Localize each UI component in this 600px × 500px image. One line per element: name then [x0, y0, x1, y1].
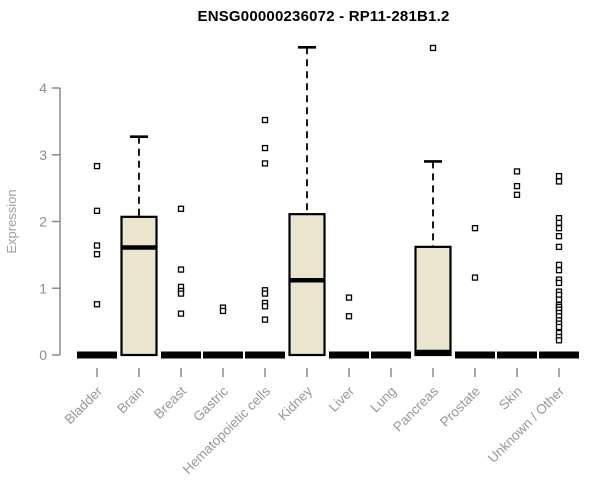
- outlier-point-unknown-other-13: [555, 296, 563, 303]
- x-axis-tick-label-pancreas: Pancreas: [390, 383, 441, 434]
- outlier-point-unknown-other-8: [555, 267, 563, 274]
- outlier-point-bladder-0: [93, 162, 101, 170]
- zero-bar-liver: [329, 351, 369, 359]
- y-axis-tick-label: 3: [39, 147, 47, 163]
- outlier-point-hematopoietic-cells-6: [261, 303, 269, 310]
- outlier-point-hematopoietic-cells-7: [261, 316, 269, 323]
- y-axis-tick-label: 0: [39, 347, 47, 363]
- zero-bar-lung: [371, 351, 411, 359]
- outlier-point-unknown-other-1: [555, 178, 563, 185]
- box-brain: [120, 215, 158, 357]
- outlier-point-hematopoietic-cells-2: [261, 160, 269, 167]
- x-axis-tick-label-kidney: Kidney: [275, 383, 315, 423]
- x-axis-tick-label-breast: Breast: [151, 383, 189, 421]
- outlier-point-gastric-1: [219, 307, 227, 315]
- y-axis-tick-label: 1: [39, 280, 47, 296]
- outlier-point-unknown-other-21: [555, 323, 563, 331]
- x-axis-tick-label-gastric: Gastric: [190, 383, 231, 424]
- outlier-point-unknown-other-0: [555, 172, 563, 180]
- box-kidney: [288, 213, 326, 357]
- zero-bar-breast: [161, 351, 201, 359]
- zero-bar-skin: [497, 351, 537, 359]
- outlier-point-breast-0: [177, 205, 185, 212]
- outlier-point-breast-1: [177, 266, 185, 273]
- outlier-point-hematopoietic-cells-1: [261, 144, 269, 152]
- zero-bar-unknown-other: [539, 351, 579, 359]
- chart-title: ENSG00000236072 - RP11-281B1.2: [197, 8, 450, 25]
- outlier-point-liver-1: [345, 313, 353, 320]
- outlier-point-unknown-other-24: [555, 337, 563, 344]
- x-axis-tick-label-lung: Lung: [367, 384, 399, 416]
- x-axis-tick-label-liver: Liver: [326, 383, 358, 415]
- outlier-point-breast-5: [177, 310, 185, 317]
- outlier-point-unknown-other-3: [555, 219, 563, 226]
- outlier-point-hematopoietic-cells-4: [261, 290, 269, 297]
- zero-bar-bladder: [77, 351, 117, 359]
- y-axis-tick-label: 2: [39, 214, 47, 230]
- zero-bar-gastric: [203, 351, 243, 359]
- outlier-point-bladder-1: [93, 207, 101, 214]
- outlier-point-liver-0: [345, 294, 353, 301]
- y-axis-label: Expression: [4, 189, 19, 253]
- outlier-point-skin-0: [513, 168, 521, 175]
- outlier-point-bladder-2: [93, 242, 101, 249]
- x-axis-tick-label-brain: Brain: [114, 384, 147, 417]
- outlier-point-bladder-4: [93, 301, 101, 308]
- outlier-point-skin-2: [513, 191, 521, 198]
- outlier-point-unknown-other-10: [555, 279, 563, 287]
- x-axis-tick-label-prostate: Prostate: [437, 384, 483, 430]
- outlier-point-unknown-other-6: [555, 243, 563, 251]
- outlier-point-unknown-other-7: [555, 261, 563, 269]
- x-axis-tick-label-bladder: Bladder: [62, 383, 106, 427]
- x-axis-tick-label-unknown-other: Unknown / Other: [485, 383, 568, 466]
- y-axis-tick-label: 4: [39, 80, 47, 96]
- box-pancreas: [414, 245, 452, 357]
- outlier-point-prostate-1: [471, 274, 479, 281]
- outlier-point-hematopoietic-cells-0: [261, 116, 269, 124]
- outlier-point-pancreas-0: [429, 44, 437, 52]
- outlier-point-unknown-other-5: [555, 233, 563, 240]
- zero-bar-hematopoietic-cells: [245, 351, 285, 359]
- outlier-point-skin-1: [513, 182, 521, 190]
- outlier-point-unknown-other-4: [555, 225, 563, 232]
- zero-bar-prostate: [455, 351, 495, 359]
- outlier-point-bladder-3: [93, 251, 101, 258]
- outlier-point-prostate-0: [471, 225, 479, 232]
- x-axis-tick-label-skin: Skin: [496, 384, 525, 413]
- outlier-point-breast-4: [177, 290, 185, 297]
